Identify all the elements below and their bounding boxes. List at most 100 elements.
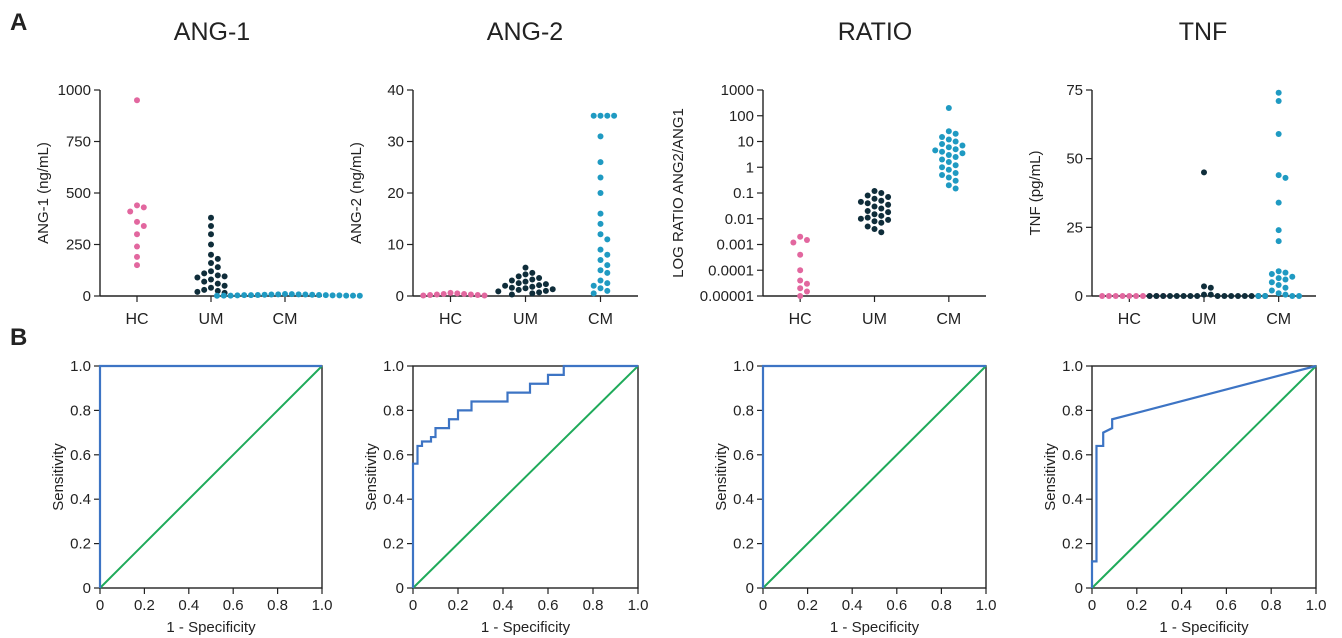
y-tick-label: 0 xyxy=(83,580,91,597)
reference-diagonal-line xyxy=(1091,365,1317,589)
data-point-um xyxy=(208,260,214,267)
y-tick-label: 40 xyxy=(387,82,404,99)
data-point-cm xyxy=(597,231,604,238)
y-tick-label: 0.2 xyxy=(1062,536,1083,553)
data-point-um xyxy=(515,273,522,280)
y-axis-label: ANG-1 (ng/mL) xyxy=(35,142,52,244)
data-point-um xyxy=(536,274,543,281)
data-point-cm xyxy=(1275,275,1282,282)
data-point-cm xyxy=(939,148,946,155)
y-tick-label: 0.6 xyxy=(1062,447,1083,464)
data-point-cm xyxy=(1289,273,1296,280)
data-point-cm xyxy=(275,291,282,298)
x-tick-label: 0.4 xyxy=(842,597,863,614)
y-tick-label: 0.6 xyxy=(733,447,754,464)
y-tick-label: 0.4 xyxy=(733,491,754,508)
data-point-cm xyxy=(248,292,254,299)
data-point-hc xyxy=(1105,293,1112,299)
data-point-cm xyxy=(952,185,959,192)
y-tick-label: 20 xyxy=(387,185,404,202)
data-point-cm xyxy=(1282,269,1289,276)
data-point-hc xyxy=(134,218,140,225)
data-point-hc xyxy=(134,243,140,250)
y-tick-label: 1 xyxy=(746,159,754,176)
data-point-um xyxy=(522,285,529,292)
dot-plot-tnf: TNF 0 25 50 75 TNF (pg/mL) HC UM CM xyxy=(1027,18,1316,328)
data-point-um xyxy=(1187,293,1194,299)
data-point-hc xyxy=(134,97,140,104)
data-point-cm xyxy=(329,292,336,299)
data-point-cm xyxy=(1282,291,1289,298)
data-point-cm xyxy=(952,169,959,176)
y-tick-label: 100 xyxy=(729,108,754,125)
data-point-cm xyxy=(282,290,288,297)
data-point-cm xyxy=(1296,293,1303,299)
data-point-cm xyxy=(597,190,604,196)
dot-plot-ratio: RATIO 0.00001 0.0001 0.001 0.01 0.1 1 10 100 1000… xyxy=(670,18,986,328)
data-point-hc xyxy=(797,233,804,240)
data-point-um xyxy=(1173,293,1180,299)
data-point-um xyxy=(1228,293,1235,299)
x-tick-label: UM xyxy=(513,311,538,328)
data-point-um xyxy=(208,241,214,248)
data-point-hc xyxy=(140,204,147,211)
data-point-cm xyxy=(1275,97,1282,104)
y-axis-label: LOG RATIO ANG2/ANG1 xyxy=(670,108,687,278)
data-point-cm xyxy=(1275,238,1282,245)
data-point-um xyxy=(864,223,871,230)
x-tick-label: 0.2 xyxy=(797,597,818,614)
data-point-cm xyxy=(945,158,952,165)
data-point-um xyxy=(515,280,522,287)
data-point-cm xyxy=(959,142,966,149)
data-point-um xyxy=(878,190,885,196)
data-point-cm xyxy=(945,128,952,135)
y-axis-label: TNF (pg/mL) xyxy=(1027,150,1044,235)
x-axis-label: 1 - Specificity xyxy=(166,619,256,636)
x-tick-label: 1.0 xyxy=(628,597,649,614)
data-point-cm xyxy=(322,292,329,299)
x-tick-label: 0.6 xyxy=(538,597,559,614)
x-tick-label: 0.8 xyxy=(1261,597,1282,614)
data-point-hc xyxy=(1133,293,1140,299)
data-point-cm xyxy=(604,269,611,276)
panel-label-b: B xyxy=(10,324,27,351)
data-point-cm xyxy=(1275,89,1282,96)
data-point-um xyxy=(214,264,221,271)
x-tick-label: 0 xyxy=(759,597,767,614)
data-point-cm xyxy=(1275,268,1282,275)
data-point-um xyxy=(522,271,529,278)
data-point-cm xyxy=(945,166,952,173)
data-point-cm xyxy=(1275,199,1282,206)
x-tick-label: CM xyxy=(1266,311,1291,328)
y-tick-label: 10 xyxy=(737,134,754,151)
data-point-cm xyxy=(597,112,604,119)
data-point-cm xyxy=(1268,287,1275,294)
y-tick-label: 0.00001 xyxy=(700,288,754,305)
x-tick-label: UM xyxy=(1192,311,1217,328)
y-tick-label: 0.0001 xyxy=(708,262,754,279)
x-tick-label: 0.2 xyxy=(1126,597,1147,614)
reference-diagonal-line xyxy=(762,365,987,589)
data-point-um xyxy=(878,212,885,219)
x-tick-label: 0.4 xyxy=(1171,597,1192,614)
data-point-cm xyxy=(1282,174,1289,181)
data-point-um xyxy=(878,219,885,226)
data-point-cm xyxy=(343,292,350,299)
y-tick-label: 1000 xyxy=(721,82,754,99)
x-tick-label: 1.0 xyxy=(312,597,333,614)
y-tick-label: 0.4 xyxy=(70,491,91,508)
data-point-cm xyxy=(959,150,966,157)
data-point-cm xyxy=(604,287,611,294)
data-point-cm xyxy=(309,291,316,298)
chart-title: TNF xyxy=(1179,18,1228,46)
data-point-hc xyxy=(481,292,488,299)
x-tick-label: UM xyxy=(862,311,887,328)
data-point-hc xyxy=(474,291,481,298)
data-point-cm xyxy=(945,144,952,151)
roc-plot-ratio: 0 0.2 0.4 0.6 0.8 1.0 0 0.2 0.4 0.6 0.8 1.0 1 - Spec… xyxy=(713,358,996,636)
data-point-cm xyxy=(316,291,322,298)
data-point-cm xyxy=(261,291,268,298)
data-point-hc xyxy=(433,291,440,298)
data-point-um xyxy=(1146,293,1153,299)
